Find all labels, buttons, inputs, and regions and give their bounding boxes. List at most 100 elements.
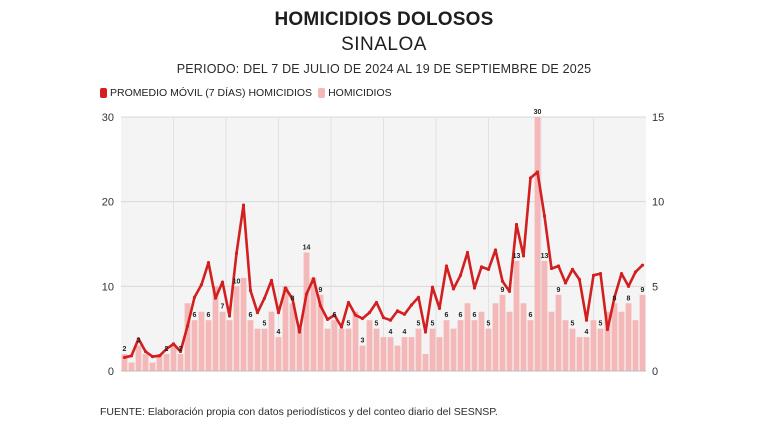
chart-subtitle: SINALOA <box>341 34 427 55</box>
bar-homicidios <box>450 328 457 371</box>
point-promedio-movil <box>528 176 533 180</box>
bar-value-label: 5 <box>599 321 603 328</box>
bar-homicidios <box>527 320 534 371</box>
bar-homicidios <box>268 311 275 371</box>
point-promedio-movil <box>157 354 162 358</box>
bar-value-label: 2 <box>179 346 183 353</box>
point-promedio-movil <box>535 170 540 174</box>
bar-value-label: 9 <box>557 287 561 294</box>
bar-homicidios <box>457 320 464 371</box>
point-promedio-movil <box>570 267 575 271</box>
bar-homicidios <box>324 328 331 371</box>
bar-value-label: 6 <box>473 312 477 319</box>
bar-homicidios <box>352 311 359 371</box>
bar-value-label: 30 <box>534 109 542 116</box>
bar-value-label: 8 <box>291 295 295 302</box>
point-promedio-movil <box>381 316 386 320</box>
point-promedio-movil <box>136 337 141 341</box>
bar-homicidios <box>569 328 576 371</box>
bar-homicidios <box>261 328 268 371</box>
bar-homicidios <box>380 337 387 371</box>
bar-value-label: 4 <box>403 329 407 336</box>
bar-homicidios <box>205 320 212 371</box>
point-promedio-movil <box>227 314 232 318</box>
bar-homicidios <box>310 277 317 371</box>
bar-value-label: 14 <box>303 244 311 251</box>
point-promedio-movil <box>465 250 470 255</box>
point-promedio-movil <box>444 264 449 268</box>
bar-homicidios <box>240 277 247 371</box>
point-promedio-movil <box>479 265 484 269</box>
point-promedio-movil <box>360 316 365 321</box>
chart-title: HOMICIDIOS DOLOSOS <box>274 9 494 30</box>
bar-homicidios <box>359 345 366 371</box>
bar-value-label: 8 <box>627 295 631 302</box>
bar-homicidios <box>121 354 128 371</box>
bar-homicidios <box>632 320 639 371</box>
point-promedio-movil <box>577 277 582 282</box>
bar-value-label: 9 <box>641 287 645 294</box>
bar-homicidios <box>289 303 296 371</box>
bar-value-label: 3 <box>137 338 141 345</box>
bar-homicidios <box>191 320 198 371</box>
point-promedio-movil <box>171 342 176 346</box>
point-promedio-movil <box>164 347 169 351</box>
point-promedio-movil <box>241 203 246 207</box>
bar-homicidios <box>590 320 597 371</box>
bar-value-label: 5 <box>571 321 575 328</box>
bar-homicidios <box>611 303 618 371</box>
bar-value-label: 5 <box>375 321 379 328</box>
point-promedio-movil <box>584 318 589 322</box>
point-promedio-movil <box>150 355 155 359</box>
bar-homicidios <box>506 311 513 371</box>
point-promedio-movil <box>591 273 596 277</box>
legend-label-homicidios: HOMICIDIOS <box>328 87 392 99</box>
bar-value-label: 10 <box>233 278 241 285</box>
bar-homicidios <box>464 303 471 371</box>
point-promedio-movil <box>122 355 127 360</box>
point-promedio-movil <box>416 295 421 299</box>
legend-item-homicidios[interactable]: HOMICIDIOS <box>318 87 392 99</box>
bar-value-label: 13 <box>541 253 549 260</box>
point-promedio-movil <box>619 272 624 276</box>
bar-value-label: 6 <box>459 312 463 319</box>
bar-homicidios <box>436 337 443 371</box>
bar-value-label: 6 <box>445 312 449 319</box>
y-left-tick-label: 10 <box>102 281 114 293</box>
bar-homicidios <box>548 311 555 371</box>
y-left-tick-label: 20 <box>102 197 114 209</box>
bar-value-label: 4 <box>389 329 393 336</box>
bar-homicidios <box>219 311 226 371</box>
bar-homicidios <box>625 303 632 371</box>
bar-homicidios <box>429 328 436 371</box>
point-promedio-movil <box>325 317 330 321</box>
point-promedio-movil <box>178 349 183 354</box>
bar-homicidios <box>247 320 254 371</box>
bar-value-label: 7 <box>221 304 225 311</box>
point-promedio-movil <box>612 295 617 299</box>
point-promedio-movil <box>430 285 435 289</box>
bar-homicidios <box>226 320 233 371</box>
y-right-tick-label: 15 <box>652 112 664 124</box>
point-promedio-movil <box>304 292 309 296</box>
bar-homicidios <box>443 320 450 371</box>
bar-value-label: 5 <box>487 321 491 328</box>
point-promedio-movil <box>311 277 316 281</box>
bar-homicidios <box>471 320 478 371</box>
point-promedio-movil <box>633 270 638 274</box>
legend-label-moving-average: PROMEDIO MÓVIL (7 DÍAS) HOMICIDIOS <box>110 87 313 99</box>
bar-homicidios <box>212 286 219 371</box>
point-promedio-movil <box>486 267 491 271</box>
point-promedio-movil <box>185 324 190 328</box>
bar-value-label: 5 <box>417 321 421 328</box>
bar-homicidios <box>597 328 604 371</box>
point-promedio-movil <box>507 289 512 294</box>
point-promedio-movil <box>521 254 526 258</box>
bar-value-label: 5 <box>431 321 435 328</box>
point-promedio-movil <box>640 263 645 267</box>
point-promedio-movil <box>514 222 519 227</box>
legend-item-moving-average[interactable]: PROMEDIO MÓVIL (7 DÍAS) HOMICIDIOS <box>100 87 312 99</box>
point-promedio-movil <box>395 309 400 313</box>
point-promedio-movil <box>542 214 547 218</box>
